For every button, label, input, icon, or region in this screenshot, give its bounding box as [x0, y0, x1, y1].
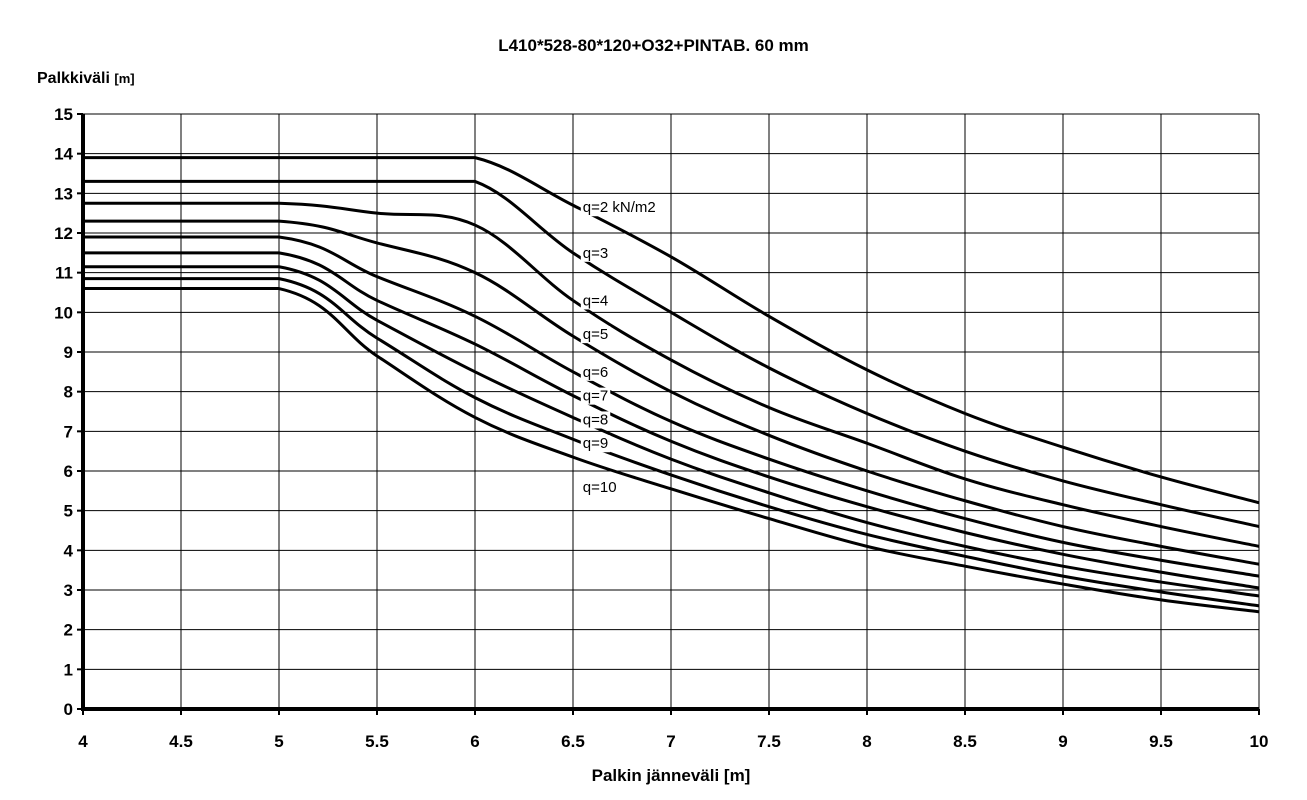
series-label: q=6: [580, 363, 611, 381]
y-axis-label-text: Palkkiväli: [37, 70, 110, 87]
y-axis-label-unit: [m]: [114, 71, 135, 86]
series-label: q=8: [580, 411, 611, 429]
y-tick-label: 5: [64, 502, 73, 521]
axes: [77, 113, 1260, 715]
x-tick-label: 4.5: [169, 732, 193, 751]
x-tick-label: 9: [1058, 732, 1067, 751]
series-label-bg: [580, 478, 619, 496]
y-tick-label: 14: [54, 145, 73, 164]
series-label: q=3: [580, 244, 611, 262]
series-label-bg: [580, 244, 611, 262]
y-tick-label: 11: [55, 264, 73, 283]
series-label: q=4: [580, 292, 611, 310]
y-tick-label: 12: [54, 224, 73, 243]
series-labels: q=2 kN/m2 q=3 q=4 q=5 q=6 q=7 q=8 q=9 q=10: [580, 199, 658, 496]
series-line-3: [83, 201, 1260, 548]
series-label-text: q=5: [583, 326, 608, 343]
series-label-bg: [580, 363, 611, 381]
y-tick-label: 1: [64, 660, 73, 679]
series-label-text: q=7: [583, 388, 608, 405]
x-axis-label: Palkin jänneväli [m]: [591, 766, 751, 785]
y-tick-label: 15: [54, 105, 73, 124]
x-tick-label: 6: [470, 732, 479, 751]
series-label-text: q=4: [583, 292, 608, 309]
series-line-5: [83, 235, 1260, 578]
series-line-4: [83, 219, 1260, 566]
x-tick-label: 6.5: [561, 732, 585, 751]
series-label-text: q=6: [583, 364, 608, 381]
series-label-bg: [580, 292, 611, 310]
x-tick-label: 7: [666, 732, 675, 751]
series-line-6: [83, 251, 1260, 590]
x-tick-label: 8.5: [953, 732, 977, 751]
y-tick-label: 3: [64, 581, 73, 600]
y-tick-label: 2: [64, 621, 73, 640]
x-tick-label: 4: [78, 732, 88, 751]
series-label: q=10: [580, 478, 619, 496]
series-lines: [83, 156, 1260, 614]
y-tick-label: 10: [54, 303, 73, 322]
series-label-text: q=3: [583, 245, 608, 262]
chart-title: L410*528-80*120+O32+PINTAB. 60 mm: [498, 36, 809, 55]
series-line-2: [83, 179, 1260, 528]
x-tick-label: 9.5: [1149, 732, 1173, 751]
series-line-7: [83, 265, 1260, 598]
x-tick-label: 5: [274, 732, 283, 751]
y-tick-label: 13: [54, 184, 73, 203]
series-label: q=2 kN/m2: [580, 199, 658, 217]
series-label-text: q=10: [583, 479, 617, 496]
series-label-bg: [580, 387, 611, 405]
series-line-8: [83, 277, 1260, 608]
y-tick-label: 4: [64, 541, 74, 560]
series-label: q=9: [580, 435, 611, 453]
series-label-text: q=2 kN/m2: [583, 199, 656, 216]
series-label-text: q=8: [583, 411, 608, 428]
series-label-bg: [580, 199, 658, 217]
grid: [82, 113, 1260, 710]
series-label-bg: [580, 411, 611, 429]
y-tick-label: 9: [64, 343, 73, 362]
y-tick-label: 0: [64, 700, 73, 719]
series-label: q=7: [580, 387, 611, 405]
series-line-9: [83, 287, 1260, 614]
x-tick-label: 7.5: [757, 732, 781, 751]
y-axis-label: Palkkiväli [m]: [37, 70, 135, 88]
series-label: q=5: [580, 326, 611, 344]
x-tick-label: 5.5: [365, 732, 389, 751]
x-tick-label: 10: [1250, 732, 1269, 751]
series-label-bg: [580, 326, 611, 344]
y-tick-label: 7: [64, 422, 73, 441]
x-tick-label: 8: [862, 732, 871, 751]
y-tick-label: 8: [64, 383, 73, 402]
series-label-text: q=9: [583, 435, 608, 452]
y-tick-label: 6: [64, 462, 73, 481]
series-label-bg: [580, 435, 611, 453]
